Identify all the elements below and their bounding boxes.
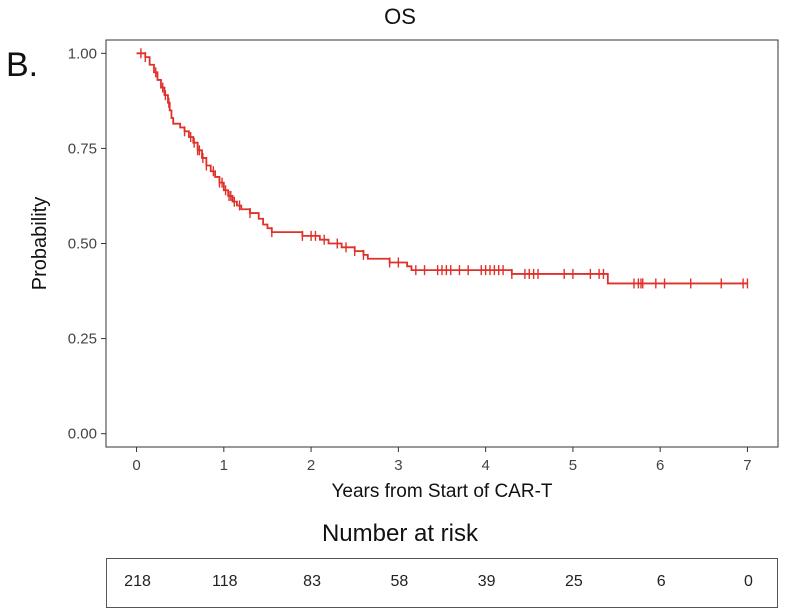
risk-table: 218 118 83 58 39 25 6 0 (106, 558, 778, 608)
y-tick-label: 0.25 (68, 331, 97, 348)
risk-value: 39 (477, 573, 496, 590)
x-tick-label: 6 (656, 457, 664, 474)
risk-value: 0 (744, 573, 753, 590)
x-tick-label: 0 (132, 457, 140, 474)
y-tick-label: 0.00 (68, 426, 97, 443)
censor-marks (140, 48, 749, 289)
x-tick-label: 2 (307, 457, 315, 474)
risk-value: 83 (303, 573, 321, 590)
risk-value: 58 (390, 573, 409, 590)
survival-chart: 0.00 0.25 0.50 0.75 1.00 0 1 2 3 4 5 6 7 Probabilit… (29, 39, 779, 502)
x-tick-label: 3 (394, 457, 402, 474)
risk-value: 218 (124, 573, 151, 590)
plot-frame (105, 39, 779, 448)
x-tick-label: 4 (481, 457, 489, 474)
panel-label: B. (6, 46, 39, 84)
x-tick-label: 5 (569, 457, 577, 474)
risk-value: 118 (212, 573, 238, 590)
y-tick-label: 1.00 (68, 45, 97, 62)
x-axis: 0 1 2 3 4 5 6 7 (132, 447, 752, 474)
risk-value: 6 (656, 573, 666, 590)
x-tick-label: 1 (220, 457, 228, 474)
chart-title: OS (384, 4, 416, 29)
y-tick-label: 0.75 (68, 140, 97, 157)
y-axis: 0.00 0.25 0.50 0.75 1.00 (68, 45, 106, 443)
risk-table-title: Number at risk (321, 520, 479, 547)
y-tick-label: 0.50 (68, 236, 97, 253)
y-axis-label: Probability (29, 197, 51, 290)
risk-value: 25 (565, 573, 583, 590)
x-tick-label: 7 (743, 457, 751, 474)
x-axis-label: Years from Start of CAR-T (331, 481, 552, 502)
